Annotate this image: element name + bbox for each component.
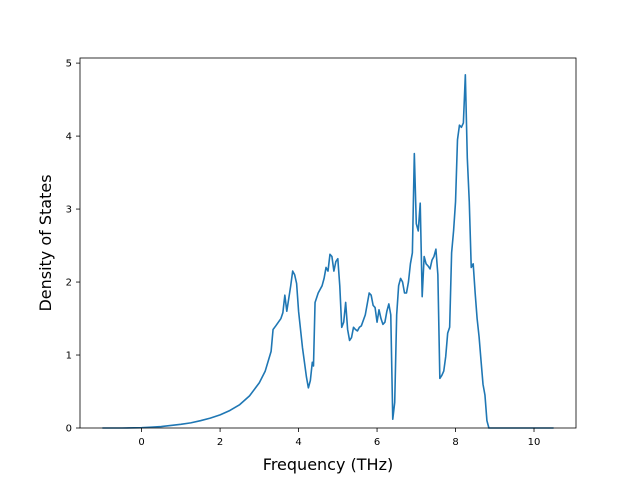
- x-tick-label: 6: [374, 437, 380, 448]
- y-tick-label: 5: [66, 59, 72, 70]
- y-tick-label: 3: [66, 205, 72, 216]
- x-axis-label: Frequency (THz): [263, 455, 393, 474]
- x-tick-label: 4: [295, 437, 301, 448]
- x-tick-label: 8: [452, 437, 458, 448]
- y-tick-label: 1: [66, 351, 72, 362]
- dos-line-series-0: [102, 73, 554, 429]
- y-tick-label: 2: [66, 278, 72, 289]
- y-axis-label: Density of States: [36, 174, 55, 311]
- x-axis: 0 2 4 6 8 10: [138, 428, 540, 448]
- plot-area-frame: [79, 57, 577, 429]
- x-tick-label: 2: [217, 437, 223, 448]
- x-tick-label: 10: [528, 437, 541, 448]
- x-tick-label: 0: [138, 437, 144, 448]
- y-tick-label: 0: [66, 424, 72, 435]
- y-tick-label: 4: [66, 132, 72, 143]
- y-axis: 0 1 2 3 4 5: [66, 59, 80, 435]
